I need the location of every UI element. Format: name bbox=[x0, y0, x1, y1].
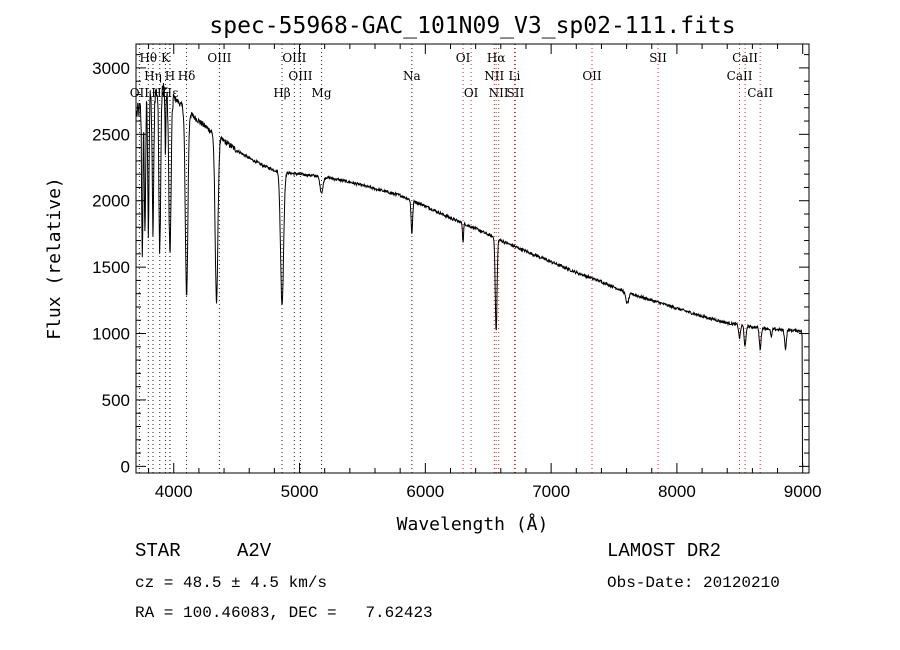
line-marker-label: Na bbox=[403, 69, 421, 83]
line-marker-label: OII bbox=[582, 69, 602, 83]
y-tick-label: 1500 bbox=[92, 258, 130, 277]
line-marker-label: NII bbox=[484, 69, 504, 83]
object-subclass-label: A2V bbox=[237, 540, 272, 562]
line-marker-label: K bbox=[161, 51, 171, 65]
y-tick-label: 3000 bbox=[92, 59, 130, 78]
plot-frame bbox=[135, 43, 810, 474]
line-marker-label: OI bbox=[464, 86, 479, 100]
chart-title: spec-55968-GAC_101N09_V3_sp02-111.fits bbox=[209, 13, 735, 39]
line-marker-label: Hη bbox=[144, 69, 162, 83]
x-tick-label: 7000 bbox=[532, 482, 570, 501]
line-marker-label: CaII bbox=[727, 69, 753, 83]
line-marker-label: OIII bbox=[288, 69, 312, 83]
obs-date-label: Obs-Date: 20120210 bbox=[607, 574, 780, 592]
x-tick-label: 6000 bbox=[406, 482, 444, 501]
coordinates-label: RA = 100.46083, DEC = 7.62423 bbox=[135, 604, 433, 622]
x-tick-label: 9000 bbox=[784, 482, 822, 501]
line-marker-label: OIII bbox=[207, 51, 231, 65]
line-marker-label: NII bbox=[489, 86, 509, 100]
line-marker-label: OIII bbox=[282, 51, 306, 65]
line-marker-label: SII bbox=[507, 86, 525, 100]
line-marker-label: Hα bbox=[487, 51, 506, 65]
line-marker-label: Hθ bbox=[139, 51, 157, 65]
line-marker-label: CaII bbox=[732, 51, 758, 65]
x-axis-label: Wavelength (Å) bbox=[397, 513, 549, 535]
line-marker-label: H bbox=[165, 69, 175, 83]
y-tick-label: 1000 bbox=[92, 325, 130, 344]
y-tick-label: 2500 bbox=[92, 125, 130, 144]
y-tick-label: 0 bbox=[121, 457, 130, 476]
line-marker-label: SII bbox=[649, 51, 667, 65]
x-tick-label: 5000 bbox=[281, 482, 319, 501]
x-tick-label: 8000 bbox=[658, 482, 696, 501]
y-tick-label: 2000 bbox=[92, 192, 130, 211]
line-marker-label: Hε bbox=[162, 86, 179, 100]
line-marker-label: Li bbox=[508, 69, 520, 83]
y-tick-label: 500 bbox=[102, 391, 130, 410]
line-marker-label: CaII bbox=[747, 86, 773, 100]
line-marker-label: OI bbox=[456, 51, 471, 65]
chart-area: spec-55968-GAC_101N09_V3_sp02-111.fits 40… bbox=[44, 13, 822, 535]
line-marker-label: Mg bbox=[312, 86, 332, 100]
redshift-label: cz = 48.5 ± 4.5 km/s bbox=[135, 574, 328, 592]
line-marker-label: Hδ bbox=[178, 69, 196, 83]
x-tick-label: 4000 bbox=[155, 482, 193, 501]
object-class-label: STAR bbox=[135, 540, 181, 562]
line-marker-label: Hζ bbox=[151, 86, 168, 100]
line-marker-label: OII bbox=[130, 86, 150, 100]
y-axis-label: Flux (relative) bbox=[44, 177, 65, 340]
line-marker-label: Hβ bbox=[273, 86, 290, 100]
survey-label: LAMOST DR2 bbox=[607, 540, 722, 562]
spectrum-line bbox=[136, 83, 803, 467]
